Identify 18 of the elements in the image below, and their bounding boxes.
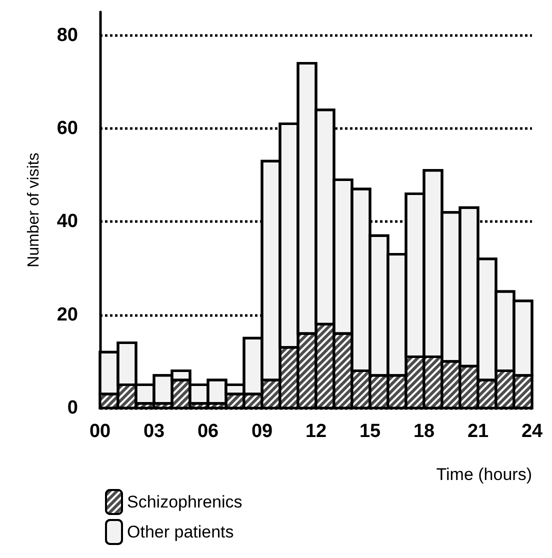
y-tick-label: 0 bbox=[67, 398, 78, 418]
x-tick-label: 00 bbox=[89, 421, 111, 442]
x-tick-label: 21 bbox=[467, 421, 489, 442]
legend-label: Schizophrenics bbox=[127, 492, 242, 512]
x-tick-label: 06 bbox=[197, 421, 219, 442]
x-tick-label: 12 bbox=[305, 421, 327, 442]
y-tick-label: 20 bbox=[56, 304, 78, 326]
y-tick-label: 40 bbox=[56, 211, 78, 232]
y-tick-label: 80 bbox=[56, 24, 78, 46]
x-tick-label: 09 bbox=[251, 421, 273, 442]
x-tick-label: 15 bbox=[359, 421, 381, 442]
x-tick-label: 24 bbox=[521, 421, 543, 442]
x-tick-label: 18 bbox=[413, 421, 435, 442]
x-axis-title: Time (hours) bbox=[436, 465, 532, 484]
x-tick-label: 03 bbox=[143, 421, 165, 442]
y-tick-label: 60 bbox=[56, 118, 78, 139]
y-axis-title: Number of visits bbox=[26, 152, 42, 268]
legend-label: Other patients bbox=[127, 522, 234, 542]
